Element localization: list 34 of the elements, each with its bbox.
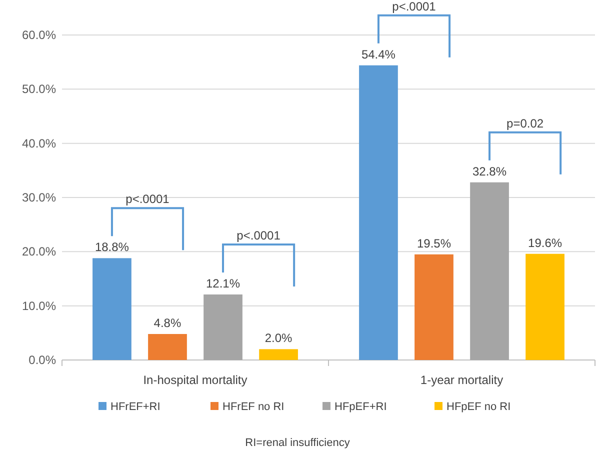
legend-label: HFrEF+RI — [110, 401, 160, 413]
data-label: 18.8% — [94, 240, 130, 254]
legend-label: HFpEF+RI — [334, 401, 387, 413]
y-tick-label: 60.0% — [22, 28, 56, 42]
data-label: 12.1% — [206, 276, 240, 290]
legend-label: HFpEF no RI — [446, 401, 511, 413]
x-tick-label: 1-year mortality — [420, 373, 504, 387]
bar — [526, 254, 564, 360]
annotation: p=0.02 — [506, 116, 544, 130]
data-label: 19.6% — [528, 236, 562, 250]
y-tick-label: 0.0% — [28, 353, 56, 367]
data-label: 54.4% — [361, 47, 396, 62]
annotation: p<.0001 — [126, 192, 170, 206]
bar — [259, 349, 298, 360]
y-tick-label: 30.0% — [22, 190, 56, 204]
bar — [470, 182, 509, 360]
data-label: 32.8% — [472, 164, 507, 178]
text: RI=renal insufficiency — [245, 437, 350, 449]
bar — [92, 258, 132, 360]
x-tick-label: In-hospital mortality — [143, 373, 248, 387]
bar — [204, 294, 242, 360]
legend-label: HFrEF no RI — [222, 401, 284, 413]
y-tick-label: 10.0% — [22, 298, 56, 313]
y-tick-label: 50.0% — [22, 82, 56, 96]
y-tick-label: 20.0% — [22, 244, 56, 259]
data-label: 4.8% — [154, 316, 182, 330]
annotation: p<.0001 — [236, 228, 281, 242]
data-label: 2.0% — [264, 331, 293, 346]
bar — [148, 334, 187, 360]
text: p<.0001 — [392, 0, 436, 14]
bar — [359, 65, 398, 360]
bar — [414, 254, 454, 360]
data-label: 19.5% — [416, 236, 452, 250]
y-tick-label: 40.0% — [22, 136, 56, 150]
